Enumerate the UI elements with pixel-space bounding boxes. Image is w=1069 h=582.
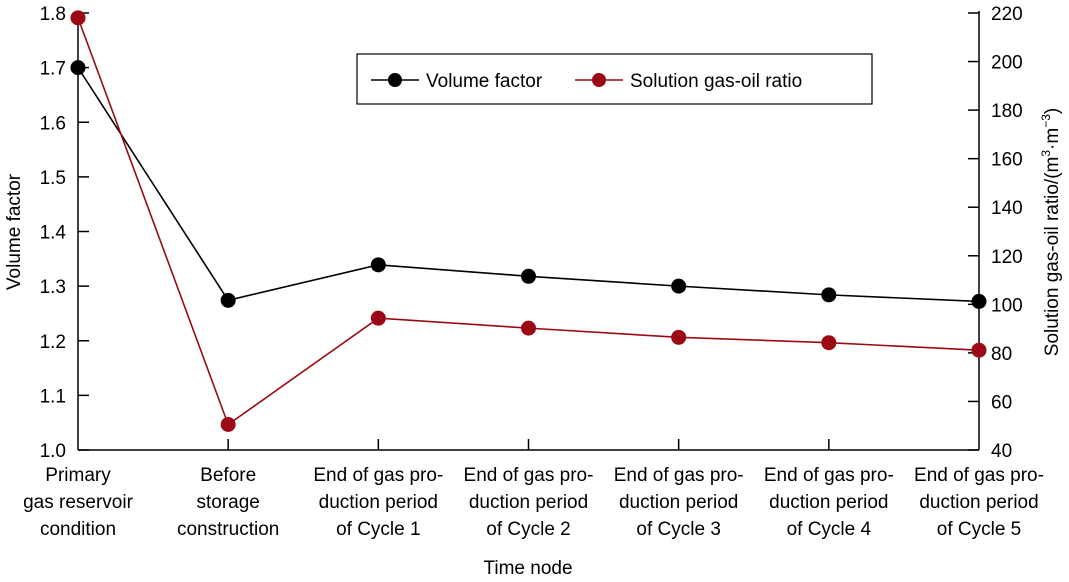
y-tick-label: 1.5 [40,168,66,189]
x-axis-title: Time node [483,558,572,579]
category-label-line: of Cycle 2 [486,519,570,540]
category-label: End of gas pro-duction period of Cycle 5 [914,465,1044,540]
y2-tick-label: 200 [991,53,1023,74]
legend-box [356,53,873,105]
data-point-gas-oil-ratio [220,417,236,433]
y2-tick-label: 60 [991,392,1012,413]
data-point-volume-factor [821,287,837,303]
category-label: End of gas pro-duction period of Cycle 1 [313,465,443,540]
data-point-volume-factor [70,60,86,76]
category-label-line: duction period [769,492,888,513]
y2-tick-label: 160 [991,150,1023,171]
y2-tick-label: 140 [991,198,1023,219]
legend-label-gor: Solution gas-oil ratio [630,71,802,92]
data-point-gas-oil-ratio [671,329,687,345]
data-point-volume-factor [521,268,536,284]
category-label-line: End of gas pro- [313,465,443,486]
y-tick-label: 1.0 [40,441,66,462]
category-label: Primary gas reservoir condition [23,465,133,540]
data-point-gas-oil-ratio [370,310,386,326]
category-label-line: of Cycle 3 [636,519,720,540]
legend-label-volume: Volume factor [426,71,543,92]
category-label-line: of Cycle 5 [937,519,1021,540]
category-label-line: gas reservoir [23,492,133,513]
legend-marker-volume [388,73,402,87]
y2-tick-label: 180 [991,101,1023,122]
y2-title-sup2: −3 [1039,114,1053,128]
legend: Volume factor Solution gas-oil ratio [356,53,873,105]
category-label-line: End of gas pro- [464,465,594,486]
data-point-volume-factor [971,293,987,309]
category-label-line: duction period [469,492,588,513]
y-tick-label: 1.7 [40,59,66,80]
category-label-line: condition [40,519,116,540]
y2-tick-label: 220 [991,4,1023,25]
category-label-line: Primary [45,465,111,486]
y2-tick-label: 40 [991,441,1012,462]
y-tick-label: 1.3 [40,277,66,298]
category-label-line: of Cycle 4 [787,519,872,540]
y-tick-label: 1.1 [40,386,66,407]
y-tick-label: 1.6 [40,113,66,134]
y2-tick-label: 80 [991,344,1012,365]
data-point-gas-oil-ratio [821,335,837,351]
data-point-gas-oil-ratio [521,320,536,336]
data-point-gas-oil-ratio [971,342,987,358]
data-point-gas-oil-ratio [70,10,86,26]
axes: 1.0 1.1 1.2 1.3 1.4 1.5 1.6 1.7 1.8 40 60 80 100 120 1… [40,4,1023,462]
data-point-volume-factor [671,278,687,294]
y2-axis-title: Solution gas-oil ratio/(m3·m−3) [1039,108,1063,356]
category-label-line: End of gas pro- [914,465,1044,486]
category-label-line: duction period [919,492,1038,513]
category-label: End of gas pro-duction period of Cycle 3 [614,465,744,540]
category-label-line: End of gas pro- [614,465,744,486]
category-label-line: duction period [619,492,738,513]
y-tick-label: 1.2 [40,332,66,353]
category-label: Before storage construction [177,465,279,540]
category-label: End of gas pro-duction period of Cycle 2 [464,465,594,540]
data-point-volume-factor [220,292,236,308]
category-label-line: Before [200,465,256,486]
y2-tick-label: 100 [991,295,1023,316]
y2-title-end: ) [1042,108,1063,114]
category-label-line: duction period [319,492,438,513]
y2-title-main: Solution gas-oil ratio/(m [1042,157,1063,357]
legend-marker-gor [592,73,606,87]
series-layer [70,10,987,433]
y-tick-label: 1.8 [40,4,66,25]
y2-title-sup1: 3 [1039,150,1053,157]
y-tick-label: 1.4 [40,223,67,244]
y-axis-title: Volume factor [4,173,25,290]
category-label-line: storage [196,492,259,513]
data-point-volume-factor [370,257,386,273]
y2-title-mid: ·m [1042,128,1063,150]
y2-tick-label: 120 [991,247,1023,268]
category-label-line: End of gas pro- [764,465,894,486]
category-label-line: of Cycle 1 [336,519,420,540]
category-label-line: construction [177,519,279,540]
category-label: End of gas pro-duction period of Cycle 4 [764,465,894,540]
category-labels: Primary gas reservoir condition Before stora… [23,465,1044,540]
